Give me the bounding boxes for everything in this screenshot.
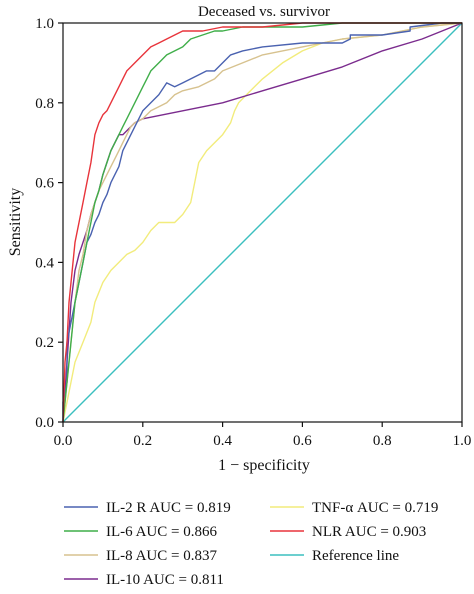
legend-label: Reference line (312, 548, 399, 564)
legend-label: IL-10 AUC = 0.811 (106, 572, 224, 588)
y-tick-label: 0.8 (35, 96, 54, 112)
y-axis-label: Sensitivity (7, 188, 24, 256)
chart-title: Deceased vs. survivor (198, 4, 330, 20)
series-line-4 (62, 22, 463, 423)
legend-label: TNF-α AUC = 0.719 (312, 500, 438, 516)
legend-label: IL-8 AUC = 0.837 (106, 548, 217, 564)
y-tick-label: 1.0 (35, 16, 54, 32)
y-tick-label: 0.4 (35, 255, 54, 271)
legend: IL-2 R AUC = 0.819 IL-6 AUC = 0.866 IL-8 A… (64, 500, 438, 588)
legend-label: IL-2 R AUC = 0.819 (106, 500, 231, 516)
x-axis-label: 1 − specificity (218, 457, 310, 474)
legend-label: IL-6 AUC = 0.866 (106, 524, 217, 540)
legend-label: NLR AUC = 0.903 (312, 524, 426, 540)
plot-area (62, 22, 463, 423)
x-tick-label: 0.6 (293, 433, 312, 449)
x-tick-label: 0.0 (54, 433, 73, 449)
y-tick-label: 0.0 (35, 415, 54, 431)
series-line-5 (62, 22, 462, 423)
x-tick-label: 1.0 (453, 433, 472, 449)
x-tick-label: 0.4 (213, 433, 232, 449)
axes: 0.0 0.2 0.4 0.6 0.8 1.0 0.0 0.2 0.4 0.6 0.8 1.0 (35, 16, 471, 449)
series-line-2 (62, 22, 463, 423)
y-tick-label: 0.2 (35, 335, 54, 351)
series-line-6 (62, 22, 463, 423)
y-tick-label: 0.6 (35, 176, 54, 192)
plot-frame (62, 22, 463, 423)
x-tick-label: 0.8 (373, 433, 392, 449)
x-tick-label: 0.2 (133, 433, 152, 449)
